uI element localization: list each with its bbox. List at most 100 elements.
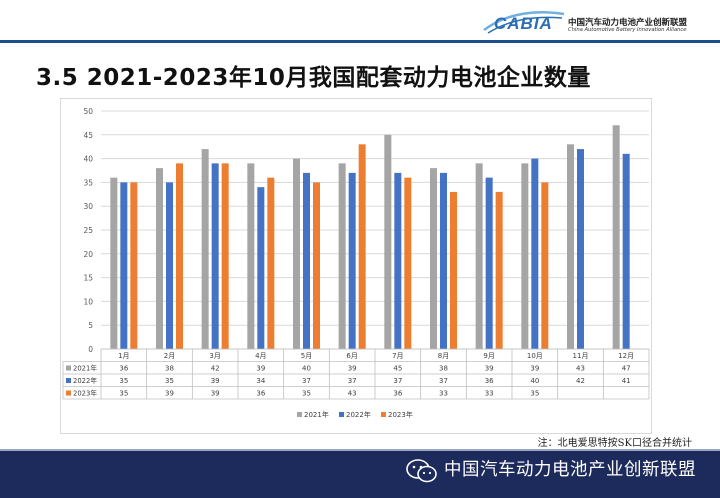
legend-label: 2023年 — [388, 410, 413, 419]
bar-2023年-10月 — [541, 182, 549, 349]
x-category-label: 3月 — [209, 352, 220, 360]
bar-2021年-1月 — [110, 177, 118, 349]
footer-bar — [0, 449, 720, 498]
table-value: 40 — [302, 365, 311, 373]
table-value: 42 — [576, 377, 585, 385]
page-title: 3.5 2021-2023年10月我国配套动力电池企业数量 — [36, 65, 591, 91]
table-value: 34 — [256, 377, 265, 385]
table-value: 37 — [439, 377, 448, 385]
y-tick-label: 40 — [83, 155, 93, 164]
logo-text: CABIA — [494, 14, 553, 33]
x-category-label: 4月 — [255, 352, 266, 360]
bar-2021年-12月 — [612, 125, 620, 349]
table-value: 36 — [119, 365, 128, 373]
y-tick-label: 30 — [83, 202, 93, 211]
bar-2023年-3月 — [221, 163, 229, 349]
x-category-label: 12月 — [618, 352, 634, 360]
x-category-label: 10月 — [527, 352, 543, 360]
bar-2022年-3月 — [211, 163, 219, 349]
footer-org-name: 中国汽车动力电池产业创新联盟 — [444, 460, 696, 480]
y-tick-label: 15 — [83, 274, 93, 283]
bar-2021年-3月 — [201, 149, 209, 349]
bar-2022年-1月 — [120, 182, 128, 349]
footnote: 注：北电爱思特按SK口径合并统计 — [537, 438, 692, 449]
cabia-logo-icon — [483, 11, 565, 34]
wechat-icon — [406, 459, 437, 483]
table-legend-key — [66, 365, 71, 371]
bar-2023年-1月 — [130, 182, 138, 349]
bar-2023年-4月 — [267, 177, 275, 349]
table-value: 41 — [622, 377, 631, 385]
bar-2021年-2月 — [156, 168, 163, 349]
table-value: 35 — [165, 377, 174, 385]
y-tick-label: 45 — [83, 131, 93, 140]
bar-2023年-7月 — [404, 177, 412, 349]
table-value: 47 — [622, 365, 631, 373]
bar-2022年-10月 — [531, 158, 539, 349]
org-name-en: China Automotive Battery Innovation Alli… — [568, 27, 687, 33]
x-category-label: 8月 — [438, 352, 449, 360]
bar-2022年-2月 — [166, 182, 173, 349]
bar-2021年-7月 — [384, 134, 392, 349]
table-value: 35 — [119, 377, 128, 385]
table-value: 38 — [165, 365, 174, 373]
y-tick-label: 25 — [83, 226, 93, 235]
bar-2022年-6月 — [348, 172, 356, 349]
legend-key — [381, 412, 386, 417]
y-tick-label: 50 — [83, 107, 93, 116]
x-category-label: 9月 — [483, 352, 494, 360]
table-value: 38 — [439, 365, 448, 373]
table-value: 42 — [211, 365, 220, 373]
legend-key — [297, 412, 302, 417]
bar-2023年-8月 — [450, 191, 457, 349]
table-value: 39 — [256, 365, 265, 373]
bar-2023年-5月 — [313, 182, 320, 349]
y-tick-label: 20 — [83, 250, 93, 259]
bar-2022年-11月 — [577, 149, 584, 349]
bar-2023年-9月 — [495, 191, 503, 349]
header-divider — [0, 40, 720, 43]
bar-2023年-2月 — [176, 163, 183, 349]
footer-divider — [0, 449, 720, 451]
x-category-label: 1月 — [118, 352, 129, 360]
x-category-label: 2月 — [164, 352, 175, 360]
table-value: 36 — [393, 390, 402, 398]
table-value: 36 — [256, 390, 265, 398]
table-legend-key — [66, 378, 71, 383]
table-value: 39 — [348, 365, 357, 373]
bar-2022年-8月 — [440, 172, 447, 349]
table-value: 39 — [165, 390, 174, 398]
bar-2022年-12月 — [622, 153, 630, 349]
table-value: 39 — [211, 390, 220, 398]
table-value: 37 — [393, 377, 402, 385]
x-category-label: 5月 — [301, 352, 312, 360]
bar-2021年-10月 — [521, 163, 529, 349]
legend-label: 2022年 — [346, 410, 371, 419]
table-value: 43 — [576, 365, 585, 373]
table-value: 37 — [302, 377, 311, 385]
table-value: 40 — [530, 377, 539, 385]
table-value: 36 — [485, 377, 494, 385]
header: CABIA 中国汽车动力电池产业创新联盟 China Automotive Ba… — [0, 0, 720, 46]
y-tick-label: 10 — [83, 297, 93, 306]
table-value: 35 — [530, 390, 539, 398]
x-category-label: 6月 — [346, 352, 357, 360]
chart-container: 0 5 10 15 20 25 30 35 40 45 50 1月 2月 3月 4月 5月 6月 7月 8月 9月 10… — [60, 98, 652, 434]
table-series-name: 2023年 — [73, 389, 97, 398]
table-value: 35 — [302, 390, 311, 398]
bar-2021年-4月 — [247, 163, 255, 349]
table-value: 33 — [485, 390, 494, 398]
table-series-name: 2021年 — [73, 364, 97, 373]
bar-2021年-5月 — [293, 158, 300, 349]
table-legend-key — [66, 390, 71, 396]
bar-2023年-6月 — [358, 144, 366, 349]
y-tick-label: 35 — [83, 178, 93, 187]
table-value: 39 — [485, 365, 494, 373]
bar-2022年-7月 — [394, 172, 402, 349]
bar-2022年-9月 — [485, 177, 493, 349]
table-value: 39 — [530, 365, 539, 373]
table-value: 39 — [211, 377, 220, 385]
x-category-label: 7月 — [392, 352, 403, 360]
legend-key — [339, 412, 344, 417]
bar-2021年-8月 — [430, 168, 437, 349]
